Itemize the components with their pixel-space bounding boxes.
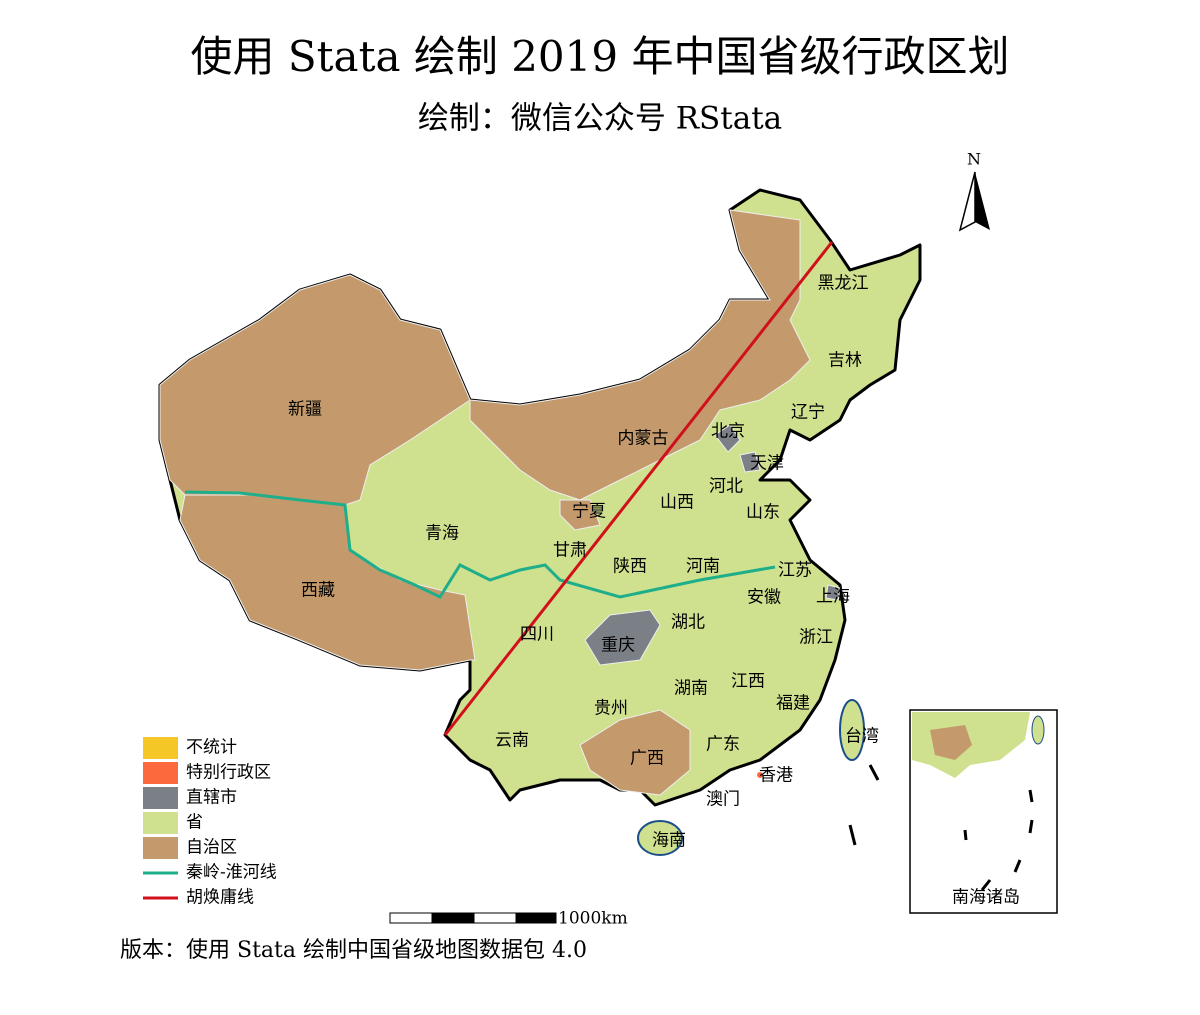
- province-label: 新疆: [288, 400, 322, 420]
- dash-line: [980, 879, 992, 891]
- autonomous-region: [559, 499, 601, 531]
- dash-line: [868, 764, 880, 781]
- legend-patch: [143, 812, 178, 834]
- province-label: 青海: [425, 524, 459, 544]
- municipality: [584, 609, 661, 666]
- province-label: 澳门: [706, 790, 740, 810]
- legend-patch: [143, 762, 178, 784]
- province-label: 天津: [750, 454, 784, 474]
- province-label: 香港: [759, 766, 793, 786]
- dash-line: [1013, 859, 1022, 873]
- inset-map: [912, 712, 1045, 778]
- municipality: [739, 451, 761, 473]
- scale-bar: [389, 912, 557, 924]
- province-label: 安徽: [747, 588, 781, 608]
- mainland: [158, 188, 922, 856]
- province-label: 江西: [731, 672, 765, 692]
- scale-segment: [515, 912, 557, 924]
- province-label: 吉林: [828, 351, 862, 371]
- province-label: 北京: [711, 422, 745, 442]
- province-label: 重庆: [601, 636, 635, 656]
- hu-line: [443, 241, 834, 736]
- dash-line: [1028, 819, 1034, 834]
- legend-patch: [143, 837, 178, 859]
- province-label: 贵州: [594, 699, 628, 719]
- province-label: 河北: [709, 477, 743, 497]
- dash-line: [963, 829, 968, 841]
- map-subtitle: 绘制：微信公众号 RStata: [418, 101, 782, 137]
- province-label: 海南: [652, 831, 686, 851]
- legend-label: 直辖市: [186, 788, 237, 808]
- province-label: 四川: [520, 625, 554, 645]
- north-arrow: [975, 172, 990, 230]
- province-label: 湖北: [671, 613, 705, 633]
- scale-label: 1000km: [558, 909, 628, 929]
- province-label: 黑龙江: [818, 274, 869, 294]
- province-label: 河南: [686, 557, 720, 577]
- province-label: 甘肃: [553, 541, 587, 561]
- north-arrow: [958, 171, 976, 232]
- province-label: 江苏: [778, 561, 812, 581]
- legend-patch: [143, 737, 178, 759]
- legend-label: 特别行政区: [186, 763, 271, 783]
- sar: [757, 772, 763, 778]
- province-label: 台湾: [845, 727, 879, 747]
- autonomous-region: [469, 209, 811, 501]
- legend-label: 自治区: [186, 838, 237, 858]
- scale-segment: [389, 912, 433, 924]
- province-label: 福建: [776, 694, 810, 714]
- municipality: [825, 584, 841, 601]
- province-label: 广西: [630, 749, 664, 769]
- province-label: 浙江: [799, 628, 833, 648]
- legend-label: 秦岭-淮河线: [186, 863, 277, 883]
- province-label: 西藏: [301, 581, 335, 601]
- scale-segment: [473, 912, 517, 924]
- island: [839, 699, 865, 761]
- province-label: 上海: [816, 587, 850, 607]
- autonomous-region: [579, 709, 691, 796]
- dash-line: [848, 824, 857, 846]
- map-title: 使用 Stata 绘制 2019 年中国省级行政区划: [191, 32, 1010, 81]
- legend-label: 胡焕庸线: [186, 888, 254, 908]
- province-label: 云南: [495, 731, 529, 751]
- province-label: 山东: [746, 503, 780, 523]
- dash-line: [1028, 789, 1034, 803]
- province-label: 陕西: [613, 557, 647, 577]
- province-label: 内蒙古: [618, 429, 669, 449]
- scale-segment: [431, 912, 475, 924]
- north-label: N: [967, 150, 981, 169]
- qinling-huaihe-line: [184, 490, 776, 599]
- island: [637, 820, 683, 856]
- footnote: 版本：使用 Stata 绘制中国省级地图数据包 4.0: [120, 938, 587, 963]
- municipality: [714, 424, 741, 453]
- legend-label: 不统计: [186, 738, 237, 758]
- province-label: 湖南: [674, 679, 708, 699]
- province-label: 山西: [660, 493, 694, 513]
- province-label: 广东: [706, 735, 740, 755]
- province-label: 辽宁: [791, 403, 825, 423]
- legend-label: 省: [186, 813, 203, 833]
- inset-label: 南海诸岛: [952, 888, 1020, 908]
- province-label: 宁夏: [572, 502, 606, 522]
- legend-patch: [143, 787, 178, 809]
